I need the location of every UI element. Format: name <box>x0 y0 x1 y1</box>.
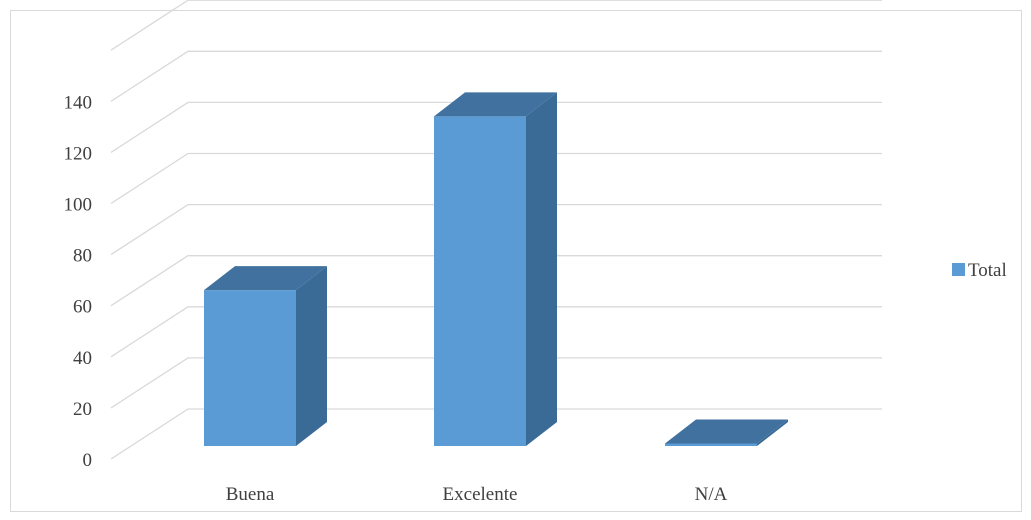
x-axis-categories: Buena Excelente N/A <box>226 484 728 505</box>
bar-front-face <box>204 290 296 446</box>
bar-front-face <box>434 116 526 446</box>
y-tick-label: 40 <box>73 348 92 369</box>
legend-swatch-total <box>952 263 965 276</box>
y-tick-label: 80 <box>73 246 92 267</box>
gridline <box>110 152 882 205</box>
x-category-label: Excelente <box>443 484 518 505</box>
bar-top-face <box>665 419 788 444</box>
bars <box>204 92 788 446</box>
y-tick-label: 140 <box>64 92 93 113</box>
gridline <box>110 357 882 409</box>
bar-side-face <box>757 419 788 446</box>
y-tick-label: 60 <box>73 297 92 318</box>
bar-excelente <box>434 92 557 446</box>
legend-label-total: Total <box>968 260 1007 281</box>
y-tick-label: 0 <box>83 450 93 471</box>
gridline <box>110 101 882 153</box>
y-tick-label: 100 <box>64 195 93 216</box>
gridline <box>110 0 882 51</box>
gridline <box>110 255 882 307</box>
bar-n-a <box>665 419 788 446</box>
bar-side-face <box>296 266 327 446</box>
gridline <box>110 306 882 358</box>
y-tick-label: 20 <box>73 399 92 420</box>
bar-top-face <box>434 92 557 117</box>
gridlines <box>110 0 882 460</box>
gridline <box>110 408 882 460</box>
bar-top-face <box>204 266 327 291</box>
bar-side-face <box>526 92 557 446</box>
gridline <box>110 50 882 102</box>
y-axis-ticks: 0 20 40 60 80 100 120 140 <box>64 92 93 471</box>
bar-front-face <box>665 443 757 446</box>
x-category-label: Buena <box>226 484 275 505</box>
legend: Total <box>952 260 1007 281</box>
y-tick-label: 120 <box>64 143 93 164</box>
gridline <box>110 203 882 256</box>
x-category-label: N/A <box>695 484 728 505</box>
bar-buena <box>204 266 327 446</box>
